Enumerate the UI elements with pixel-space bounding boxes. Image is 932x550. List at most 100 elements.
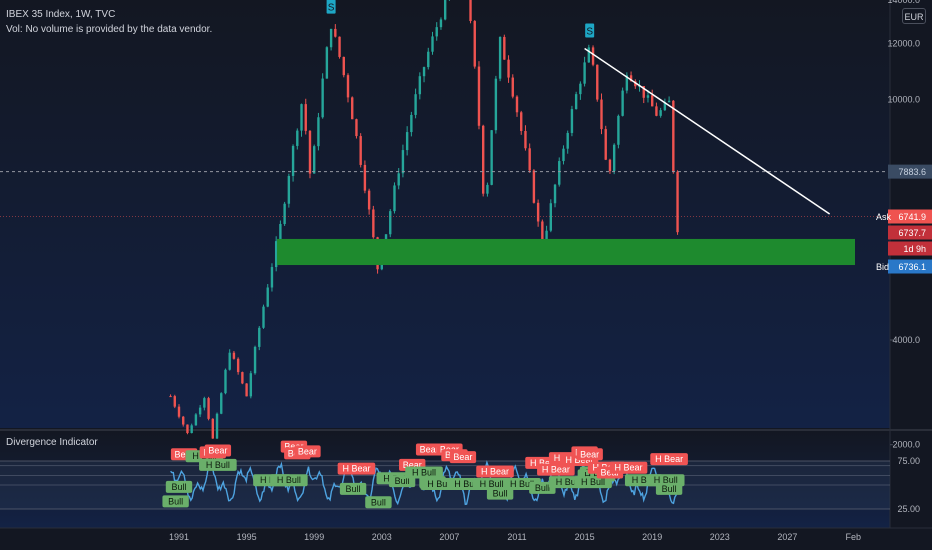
candle-body	[329, 28, 333, 48]
candle-body	[549, 203, 552, 231]
candle-body	[245, 383, 248, 397]
candle-body	[173, 396, 176, 407]
symbol-legend[interactable]: IBEX 35 Index, 1W, TVC	[6, 9, 116, 20]
signal-label: Bull	[346, 484, 361, 494]
time-tick-label: 2023	[710, 532, 730, 542]
osc-tick-label: 25.00	[897, 504, 920, 514]
candle-body	[646, 95, 650, 98]
candle-body	[283, 203, 286, 224]
signal-label: H Bear	[530, 458, 558, 468]
time-tick-label: 2019	[642, 532, 662, 542]
candle-body	[351, 97, 354, 120]
candle-body	[228, 352, 231, 370]
candle-body	[410, 114, 413, 133]
last-price-value: 6737.7	[898, 228, 926, 238]
bear-signal-tag	[537, 463, 575, 476]
candle-body	[604, 129, 607, 160]
candle-body	[562, 148, 565, 162]
candle-body	[570, 109, 574, 133]
candle-body	[655, 106, 658, 116]
signal-label: Bull	[662, 484, 677, 494]
volume-note: Vol: No volume is provided by the data v…	[6, 24, 213, 35]
candle-body	[338, 36, 341, 57]
bull-signal-tag	[405, 466, 443, 479]
candle-body	[249, 373, 253, 397]
candle-body	[414, 94, 417, 115]
bear-signal-tag	[204, 444, 232, 457]
countdown-tag-bg	[888, 241, 932, 256]
candle-body	[169, 396, 172, 398]
time-tick-label: 2011	[507, 532, 526, 542]
candle-body	[591, 47, 595, 65]
candle-body	[266, 287, 269, 307]
price-tick-label: 14000.0	[887, 0, 920, 5]
signal-label: H Bull	[427, 479, 451, 489]
candle-body	[672, 100, 675, 172]
candle-body	[482, 125, 485, 194]
bull-signal-tag	[486, 487, 514, 500]
candle-body	[321, 78, 324, 118]
candle-body	[532, 170, 536, 203]
signal-label: Bull	[168, 496, 183, 506]
countdown-tag: 1d 9h	[888, 241, 932, 256]
candle-body	[300, 104, 303, 131]
signal-label: H Bear	[481, 467, 509, 477]
candle-body	[596, 64, 599, 100]
candle-body	[270, 267, 274, 288]
candle-body	[363, 164, 367, 191]
candle-body	[346, 75, 350, 98]
signal-label: H Bear	[615, 463, 643, 473]
candle-body	[608, 159, 612, 172]
candle-body	[498, 36, 502, 79]
candle-body	[296, 130, 299, 146]
candle-body	[536, 202, 540, 222]
pattern-label-text: S	[328, 3, 335, 14]
candle-body	[207, 398, 210, 419]
candle-body	[629, 75, 633, 82]
candle-body	[507, 59, 510, 78]
price-tick-label: 2000.0	[892, 440, 920, 450]
candle-body	[520, 112, 523, 131]
time-tick-label: 1999	[304, 532, 324, 542]
time-tick-label: 2007	[439, 532, 459, 542]
candle-body	[473, 21, 476, 67]
candle-body	[587, 47, 591, 63]
signal-label: Bear	[175, 449, 194, 459]
candle-body	[583, 62, 586, 84]
candle-body	[612, 144, 616, 172]
candle-body	[541, 221, 544, 252]
candle-body	[600, 99, 603, 130]
candle-body	[515, 96, 519, 113]
candle-body	[211, 418, 214, 439]
candle-body	[511, 77, 514, 97]
bear-signal-tag	[476, 465, 514, 478]
bull-signal-tag	[165, 480, 193, 493]
candle-body	[304, 104, 307, 131]
time-tick-label: 1995	[237, 532, 257, 542]
candle-body	[431, 36, 434, 52]
candle-body	[342, 56, 345, 76]
bear-signal-tag	[609, 461, 648, 474]
signal-label: H Bear	[542, 465, 570, 475]
bid-value: 6736.1	[898, 262, 926, 272]
candle-body	[566, 132, 569, 149]
currency-badge[interactable]: EUR	[902, 8, 926, 24]
candle-body	[287, 175, 291, 204]
candle-body	[367, 190, 371, 210]
candle-body	[389, 211, 392, 235]
indicator-title[interactable]: Divergence Indicator	[6, 437, 98, 448]
pattern-label-box	[326, 0, 336, 14]
candle-body	[359, 136, 362, 165]
last-price-tag: 6737.7	[888, 225, 932, 240]
time-tick-label: 2027	[777, 532, 797, 542]
candle-body	[439, 19, 443, 28]
price-tick-label: 10000.0	[887, 94, 920, 104]
bear-signal-tag	[294, 445, 321, 458]
candle-body	[553, 184, 557, 204]
signal-label: H Bull	[584, 470, 608, 480]
pattern-label-text: S	[586, 27, 593, 38]
signal-label: H Bull	[206, 460, 230, 470]
signal-label: H Bull	[632, 475, 656, 485]
